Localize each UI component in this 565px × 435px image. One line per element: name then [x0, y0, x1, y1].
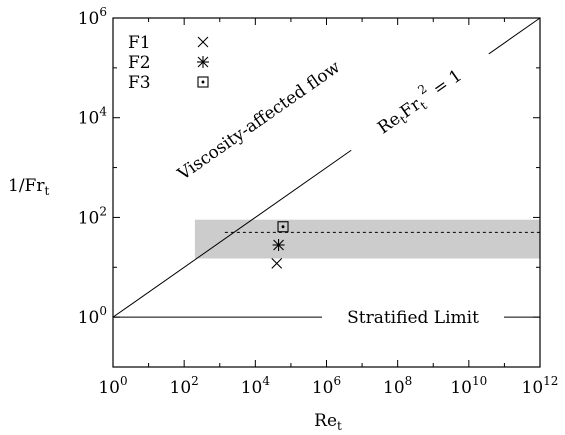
- x-tick-labels: 100 102 104 106 108 1010 1012: [98, 374, 558, 398]
- y-tick-labels: 100 102 104 106: [78, 5, 108, 328]
- x-tick-label: 102: [170, 374, 199, 398]
- data-point-f3: [277, 221, 289, 233]
- x-tick-label: 104: [241, 374, 271, 398]
- stratified-label-backing: [322, 307, 504, 328]
- data-point-f1: [271, 257, 283, 269]
- y-tick-label: 106: [78, 5, 107, 29]
- y-tick-label: 100: [78, 304, 107, 328]
- data-point-f2: [272, 238, 285, 251]
- legend-label: F1: [128, 33, 151, 53]
- legend-label: F2: [128, 53, 151, 73]
- legend-marker-f2: [197, 56, 209, 68]
- viscous-label-backing: [343, 42, 496, 161]
- data-markers: [271, 221, 289, 269]
- y-tick-label: 102: [78, 204, 107, 228]
- y-tick-label: 104: [78, 105, 108, 129]
- x-tick-label: 1010: [450, 374, 487, 398]
- x-axis-title: Ret: [314, 411, 342, 433]
- region-label: Viscosity-affected flow: [173, 57, 344, 185]
- x-tick-label: 106: [312, 374, 341, 398]
- legend-marker-f1: [197, 36, 209, 48]
- x-tick-label: 100: [98, 374, 127, 398]
- x-tick-label: 108: [383, 374, 412, 398]
- legend-label: F3: [128, 73, 151, 93]
- legend-marker-f3: [197, 76, 209, 88]
- y-axis-title: 1/Frt: [8, 176, 49, 198]
- viscous-line-label: RetFrt2 = 1: [371, 61, 467, 140]
- stratified-limit-label: Stratified Limit: [347, 308, 479, 328]
- x-tick-label: 1012: [522, 374, 559, 398]
- axis-ticks: [112, 17, 541, 368]
- band-shade: [194, 219, 541, 259]
